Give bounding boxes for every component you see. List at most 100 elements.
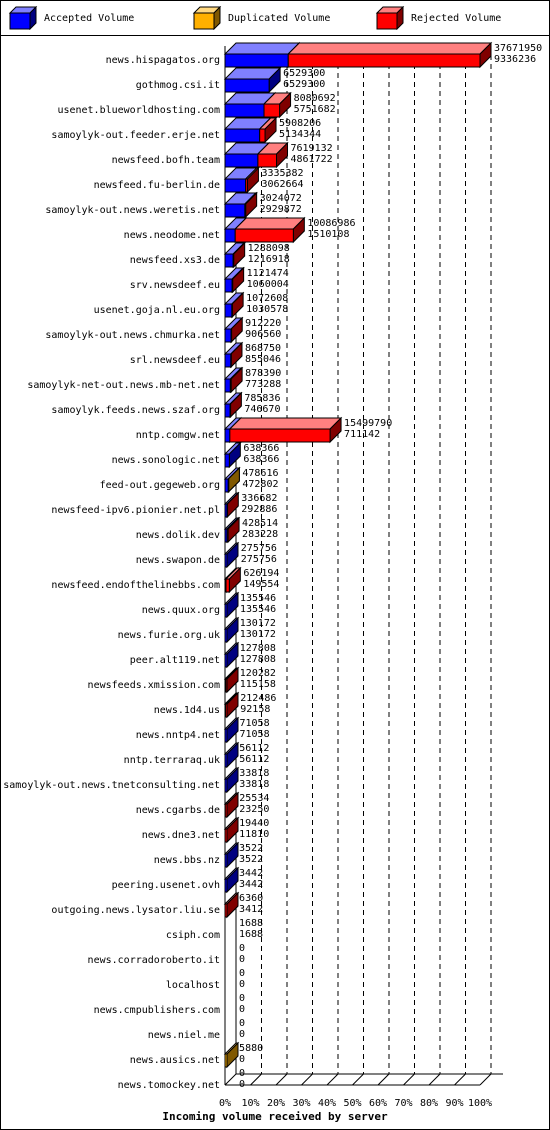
accepted-value-label: 5751682 (294, 104, 336, 115)
total-value-label: 0 (239, 968, 245, 979)
total-value-label: 0 (239, 943, 245, 954)
category-label: samoylyk-out.news.chmurka.net (45, 330, 220, 341)
accepted-value-label: 0 (239, 1004, 245, 1015)
category-label: news.dne3.net (142, 830, 220, 841)
category-label: newsfeed.fu-berlin.de (94, 180, 220, 191)
accepted-value-label: 115158 (240, 679, 276, 690)
bar-accepted (224, 328, 232, 343)
category-label: feed-out.gegeweb.org (100, 480, 220, 491)
total-value-label: 127808 (240, 643, 276, 654)
accepted-value-label: 275756 (241, 554, 277, 565)
x-tick-label: 10% (241, 1098, 259, 1109)
floor-tick (479, 1073, 492, 1086)
total-value-label: 37671950 (494, 43, 542, 54)
category-label: srl.newsdeef.eu (130, 355, 220, 366)
total-value-label: 15499790 (344, 418, 392, 429)
total-value-label: 56112 (239, 743, 269, 754)
category-label: news.1d4.us (154, 705, 220, 716)
x-tick-label: 60% (369, 1098, 387, 1109)
total-value-label: 130172 (240, 618, 276, 629)
bar-rejected (229, 403, 232, 418)
total-value-label: 878390 (245, 368, 281, 379)
accepted-value-label: 1216918 (248, 254, 290, 265)
bar-accepted (224, 778, 228, 793)
bar-rejected-top (233, 217, 306, 230)
total-value-label: 135546 (240, 593, 276, 604)
legend-item-duplicated: Duplicated Volume (192, 6, 330, 30)
legend-swatch-rejected (375, 6, 405, 30)
accepted-value-label: 855046 (245, 354, 281, 365)
floor-tick (428, 1073, 441, 1086)
total-value-label: 5880 (239, 1043, 263, 1054)
bar-rejected-top (228, 417, 343, 430)
total-value-label: 120282 (240, 668, 276, 679)
category-label: newsfeed-ipv6.pionier.net.pl (51, 505, 220, 516)
bar-accepted (224, 553, 228, 568)
bar-accepted (224, 103, 265, 118)
legend-swatch-accepted (8, 6, 38, 30)
bar-rejected (232, 253, 235, 268)
bar-accepted (224, 53, 289, 68)
accepted-value-label: 149554 (243, 579, 279, 590)
total-value-label: 0 (239, 993, 245, 1004)
bar-rejected (224, 828, 228, 843)
bar-accepted (224, 303, 233, 318)
floor-tick (403, 1073, 415, 1086)
bar-rejected (224, 903, 228, 918)
category-label: newsfeeds.xmission.com (88, 680, 220, 691)
bar-accepted (224, 628, 228, 643)
category-label: srv.newsdeef.eu (130, 280, 220, 291)
category-label: news.dolik.dev (136, 530, 220, 541)
x-tick-label: 20% (267, 1098, 285, 1109)
bar-rejected (257, 153, 278, 168)
bar-rejected (225, 678, 228, 693)
accepted-value-label: 11810 (239, 829, 269, 840)
total-value-label: 3024072 (260, 193, 302, 204)
category-label: news.bbs.nz (154, 855, 220, 866)
x-tick-label: 70% (394, 1098, 412, 1109)
total-value-label: 1121474 (247, 268, 289, 279)
bar-accepted (224, 78, 270, 93)
bar-accepted (224, 378, 231, 393)
accepted-value-label: 92158 (240, 704, 270, 715)
category-label: news.sonologic.net (112, 455, 220, 466)
bar-accepted (224, 453, 230, 468)
x-tick-label: 90% (445, 1098, 463, 1109)
x-tick-label: 50% (343, 1098, 361, 1109)
total-value-label: 8080692 (294, 93, 336, 104)
accepted-value-label: 1510108 (307, 229, 349, 240)
accepted-value-label: 773288 (245, 379, 281, 390)
bar-rejected (245, 178, 248, 193)
total-value-label: 785836 (244, 393, 280, 404)
category-label: news.furie.org.uk (118, 630, 220, 641)
accepted-value-label: 746670 (244, 404, 280, 415)
total-value-label: 0 (239, 1068, 245, 1079)
accepted-value-label: 0 (239, 1079, 245, 1090)
total-value-label: 19440 (239, 818, 269, 829)
bar-rejected (230, 328, 233, 343)
total-value-label: 626194 (243, 568, 279, 579)
bar-duplicated (224, 1053, 228, 1068)
accepted-value-label: 135546 (240, 604, 276, 615)
floor-tick (275, 1073, 288, 1086)
bar-accepted (224, 728, 228, 743)
total-value-label: 428514 (242, 518, 278, 529)
category-label: localhost (166, 980, 220, 991)
category-label: usenet.goja.nl.eu.org (94, 305, 220, 316)
category-label: news.neodome.net (124, 230, 220, 241)
category-label: samoylyk-net-out.news.mb-net.net (27, 380, 220, 391)
bar-rejected (229, 378, 232, 393)
category-label: csiph.com (166, 930, 220, 941)
accepted-value-label: 1688 (239, 929, 263, 940)
accepted-value-label: 472802 (242, 479, 278, 490)
bar-accepted (224, 653, 228, 668)
accepted-value-label: 0 (239, 1054, 245, 1065)
category-label: newsfeed.xs3.de (130, 255, 220, 266)
bar-accepted (224, 428, 231, 443)
category-label: gothmog.csi.it (136, 80, 220, 91)
category-label: news.ausics.net (130, 1055, 220, 1066)
total-value-label: 275756 (241, 543, 277, 554)
total-value-label: 1688 (239, 918, 263, 929)
legend-item-accepted: Accepted Volume (8, 6, 134, 30)
